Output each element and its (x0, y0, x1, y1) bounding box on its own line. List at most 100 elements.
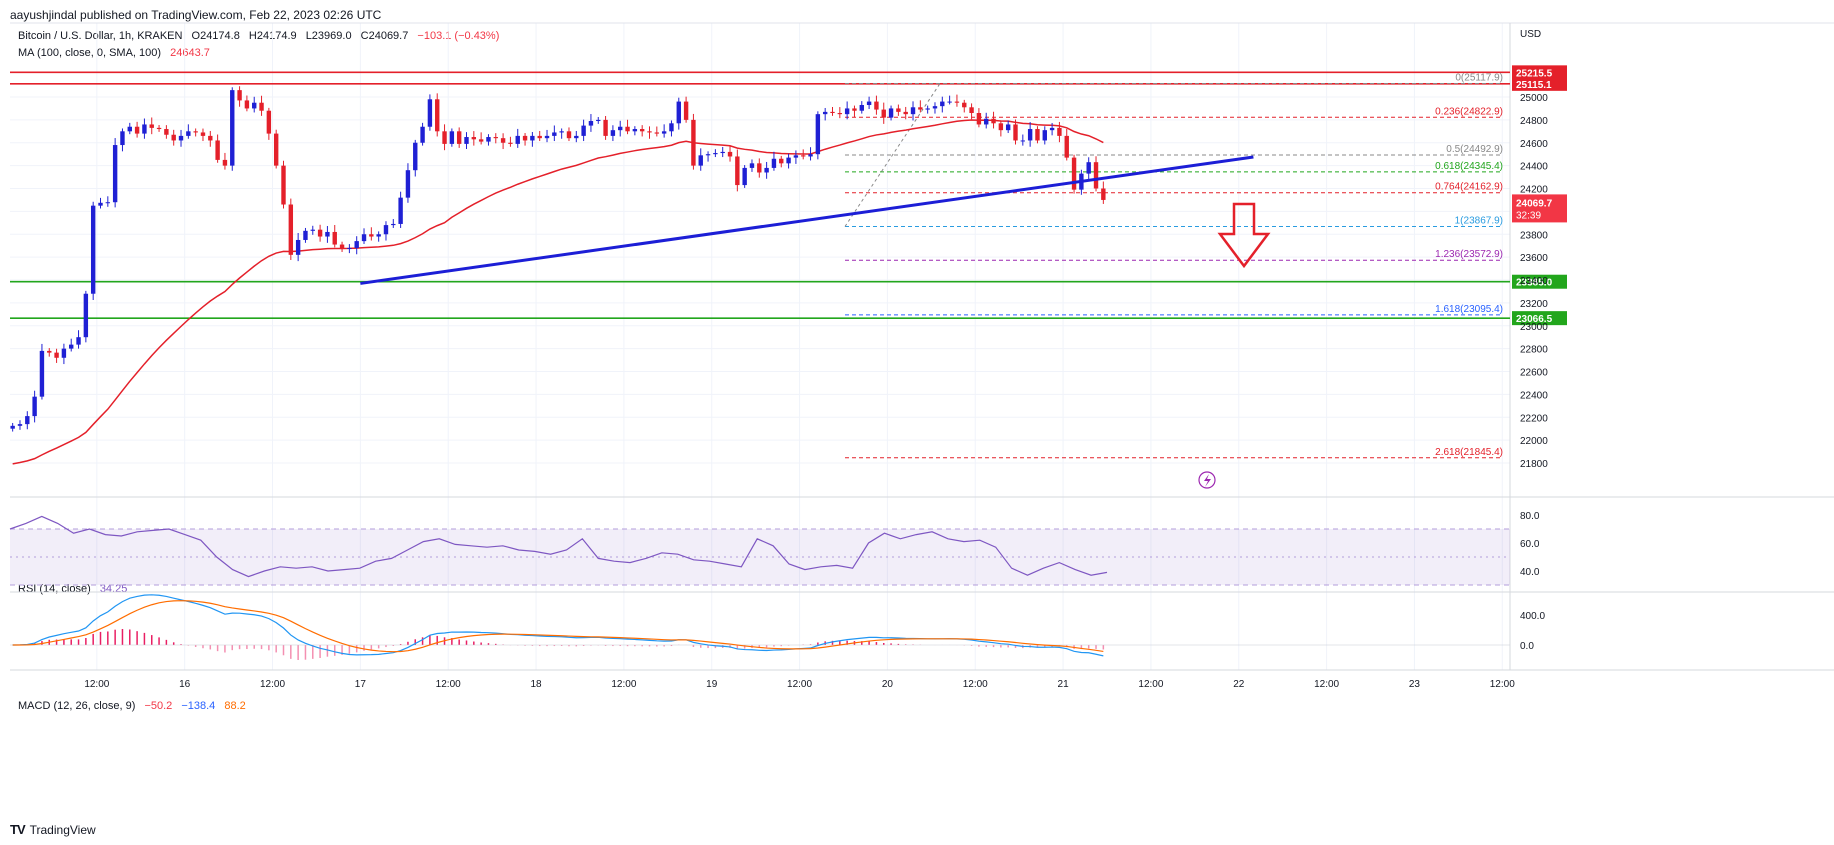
candle-body (493, 137, 498, 139)
y-tick-label: 23800 (1520, 230, 1548, 241)
candle-body (976, 113, 982, 125)
y-tick-label: 24800 (1520, 116, 1548, 127)
rsi-tick-label: 60.0 (1520, 539, 1540, 550)
candles (10, 86, 1106, 432)
ma-legend[interactable]: MA (100, close, 0, SMA, 100) 24643.7 (18, 47, 210, 59)
candle-body (486, 137, 491, 142)
fib-level-label: 1.236(23572.9) (1435, 249, 1503, 260)
candle-body (61, 348, 67, 358)
candle-body (237, 90, 242, 101)
candle-body (669, 123, 674, 132)
time-axis[interactable]: 12:00 16 12:00 17 12:00 18 12:00 19 12:00 20 12:00… (84, 679, 1515, 690)
candle-body (1020, 140, 1026, 142)
tradingview-logo-icon: TV (10, 822, 26, 837)
candle-body (632, 129, 638, 132)
x-tick-label: 12:00 (1138, 679, 1163, 690)
candle-body (1013, 124, 1018, 141)
price-badge (1512, 76, 1567, 91)
candle-body (500, 138, 506, 143)
candle-body (537, 135, 542, 139)
trendline[interactable] (360, 155, 1254, 285)
candle-body (874, 101, 879, 110)
candle-body (779, 158, 784, 164)
candle-body (134, 126, 140, 134)
candle-body (713, 153, 718, 155)
candle-body (522, 135, 528, 141)
x-tick-label: 18 (530, 679, 542, 690)
candle-body (464, 137, 469, 144)
price-badge-label: 23066.5 (1516, 314, 1553, 325)
x-tick-label: 12:00 (611, 679, 636, 690)
macd-legend[interactable]: MACD (12, 26, close, 9) −50.2 −138.4 88.… (18, 700, 246, 712)
ma100-polyline (12, 119, 1104, 465)
candle-body (815, 114, 821, 155)
macd-line (12, 594, 1104, 657)
price-badge-label: 25115.1 (1516, 80, 1552, 91)
candle-body (171, 134, 176, 141)
candle-body (574, 135, 579, 139)
ma-value: 24643.7 (170, 47, 210, 59)
macd-lines (10, 594, 1510, 660)
candle-body (691, 119, 696, 166)
candle-body (940, 101, 945, 107)
candle-body (69, 344, 74, 349)
price-axis[interactable]: USD2180022000222002240022600228002300023… (1512, 29, 1567, 652)
x-tick-label: 12:00 (260, 679, 285, 690)
y-tick-label: 22200 (1520, 413, 1548, 424)
footer-brand: TradingView (29, 822, 96, 837)
candle-body (208, 135, 213, 141)
fib-level-label: 0.236(24822.9) (1435, 106, 1503, 117)
candle-body (969, 107, 974, 114)
ma-label: MA (100, close, 0, SMA, 100) (18, 47, 162, 59)
fibonacci-retracement: 0(25117.9) 0.236(24822.9) 0.5(24492.9) 0.61… (844, 73, 1503, 459)
candle-body (742, 167, 747, 186)
candle-body (1093, 162, 1099, 189)
ohlc-low: L23969.0 (305, 30, 352, 42)
candle-body (47, 350, 52, 353)
ohlc-change: −103.1 (−0.43%) (417, 30, 500, 42)
candle-body (727, 151, 733, 157)
footer: TV TradingView (10, 822, 96, 837)
candle-body (127, 126, 132, 132)
candle-body (156, 127, 162, 130)
lightning-bolt (1204, 474, 1211, 487)
symbol-name[interactable]: Bitcoin / U.S. Dollar, 1h, KRAKEN (18, 30, 183, 42)
candle-body (1057, 127, 1062, 136)
candle-body (720, 151, 725, 154)
candle-body (339, 244, 345, 248)
candle-body (310, 229, 315, 231)
x-tick-label: 12:00 (787, 679, 812, 690)
fib-level-label: 1(23867.9) (1455, 215, 1503, 226)
candle-body (259, 102, 264, 111)
candle-body (1071, 157, 1077, 190)
candle-body (991, 118, 996, 124)
candle-body (852, 108, 857, 111)
fib-level-label: 0.764(24162.9) (1435, 182, 1503, 193)
candle-body (398, 197, 403, 224)
rsi-tick-label: 80.0 (1520, 511, 1540, 522)
candle-body (76, 337, 81, 345)
last-price-label: 24069.7 (1516, 198, 1553, 209)
y-tick-label: 23600 (1520, 253, 1548, 264)
macd-label: MACD (12, 26, close, 9) (18, 700, 136, 712)
candle-body (456, 131, 462, 144)
candle-body (910, 107, 916, 115)
price-badge-label: 25215.5 (1516, 68, 1553, 79)
fib-level-label: 0(25117.9) (1455, 73, 1503, 84)
candle-body (749, 163, 755, 168)
candle-body (303, 230, 308, 240)
y-tick-label: 21800 (1520, 459, 1548, 470)
candle-body (844, 108, 850, 115)
x-tick-label: 12:00 (963, 679, 988, 690)
candle-body (252, 102, 257, 109)
ohlc-open: O24174.8 (191, 30, 240, 42)
candle-body (325, 231, 330, 237)
x-tick-label: 12:00 (1490, 679, 1515, 690)
candle-body (947, 101, 952, 103)
lightning-icon[interactable] (1198, 471, 1216, 489)
candle-body (588, 121, 594, 126)
publisher-header: aayushjindal published on TradingView.co… (10, 8, 382, 22)
candle-body (266, 110, 272, 134)
